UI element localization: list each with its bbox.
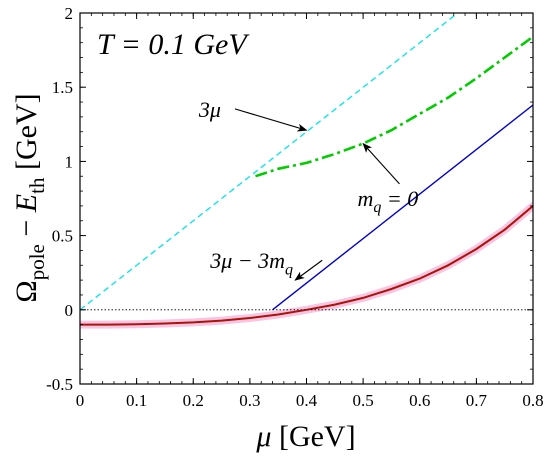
tick-layer: 0 0.1 0.2 0.3 0.4 0.5 0.6 0.7 0.8-0.500.511.52 <box>46 4 544 410</box>
x-tick-label: 0.4 <box>296 391 318 410</box>
y-axis-label: Ωpole − Eth [GeV] <box>10 93 49 302</box>
x-tick-label: 0.8 <box>522 391 543 410</box>
series-2-line <box>255 35 533 178</box>
y-axis-label-part: Ω <box>10 280 43 302</box>
y-tick-label: 2 <box>65 4 74 23</box>
annotation-label-1: 3μ <box>198 97 221 122</box>
x-axis-label-text: μ <box>255 420 279 453</box>
y-axis-label-part: pole <box>25 244 49 280</box>
annotation-text-part: m <box>357 186 373 211</box>
annotation-arrow-2 <box>362 142 400 185</box>
x-tick-label: 0 <box>76 391 85 410</box>
plot-frame <box>79 12 534 385</box>
x-tick-label: 0.7 <box>466 391 488 410</box>
series-main-overlay <box>80 205 533 326</box>
annotation-text-part: 3μ − 3m <box>209 248 285 273</box>
y-tick-label: 1 <box>65 152 74 171</box>
series-3-line <box>272 104 533 311</box>
annot-layer: 3μ mq​ = 0 3μ − 3mq​ <box>198 97 418 281</box>
annotation-text-part: q <box>285 261 293 278</box>
chart-annotation-temperature: T = 0.1 GeV <box>97 28 250 61</box>
y-tick-label: -0.5 <box>46 375 73 394</box>
annotation-arrow-3 <box>294 259 323 281</box>
x-tick-label: 0.1 <box>126 391 147 410</box>
annotation-text-part: = 0 <box>381 186 418 211</box>
annotation-label-2: mq​ = 0 <box>357 186 418 216</box>
y-tick-label: 1.5 <box>52 78 73 97</box>
annotation-label-3: 3μ − 3mq​ <box>209 248 293 278</box>
y-axis-label-part: [GeV] <box>10 93 43 177</box>
annotation-text-part: 3μ <box>198 97 221 122</box>
y-tick-label: 0 <box>65 301 74 320</box>
x-axis-label-unit: [GeV] <box>279 420 356 453</box>
y-axis-label-part: th <box>25 177 49 194</box>
y-axis-label-part: − <box>10 212 43 244</box>
series-1-line <box>80 13 459 311</box>
x-tick-label: 0.5 <box>353 391 374 410</box>
x-axis-label: μ [GeV] <box>255 420 355 453</box>
y-axis-label-part: E <box>10 194 43 213</box>
annotation-text-part: q <box>373 199 381 216</box>
plot-layer <box>80 13 533 329</box>
x-tick-label: 0.3 <box>239 391 260 410</box>
x-tick-label: 0.6 <box>409 391 430 410</box>
series-group <box>80 13 533 329</box>
y-tick-label: 0.5 <box>52 227 73 246</box>
annotation-arrow-1 <box>234 108 308 132</box>
x-tick-label: 0.2 <box>183 391 204 410</box>
series-4-band <box>80 201 533 329</box>
